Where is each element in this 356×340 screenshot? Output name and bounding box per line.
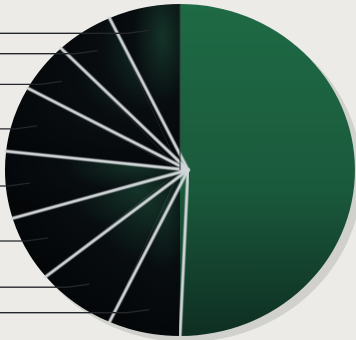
leader-line: [0, 237, 48, 242]
slice-separator: [4, 149, 190, 172]
leader-line: [0, 182, 31, 187]
slice-separator: [59, 46, 190, 172]
slice-separators: [4, 4, 190, 338]
leader-lines: [0, 29, 150, 314]
slice-separator: [178, 168, 190, 338]
slice-separator: [44, 168, 190, 279]
leader-line: [0, 283, 90, 288]
pie-slice: [45, 170, 180, 322]
leader-line: [0, 125, 37, 130]
leader-line: [0, 50, 98, 55]
pie-slice: [27, 48, 180, 170]
pie-slice: [12, 170, 180, 277]
pie-slice-major: [180, 4, 355, 336]
pie-slice: [5, 151, 180, 219]
leader-line: [0, 80, 63, 86]
pie-slice: [6, 88, 181, 170]
slice-separator: [26, 86, 190, 172]
leader-line: [0, 29, 150, 34]
slice-separator: [107, 168, 190, 324]
leader-line: [0, 309, 150, 314]
slice-separator: [11, 168, 190, 220]
slice-separator: [107, 16, 190, 172]
